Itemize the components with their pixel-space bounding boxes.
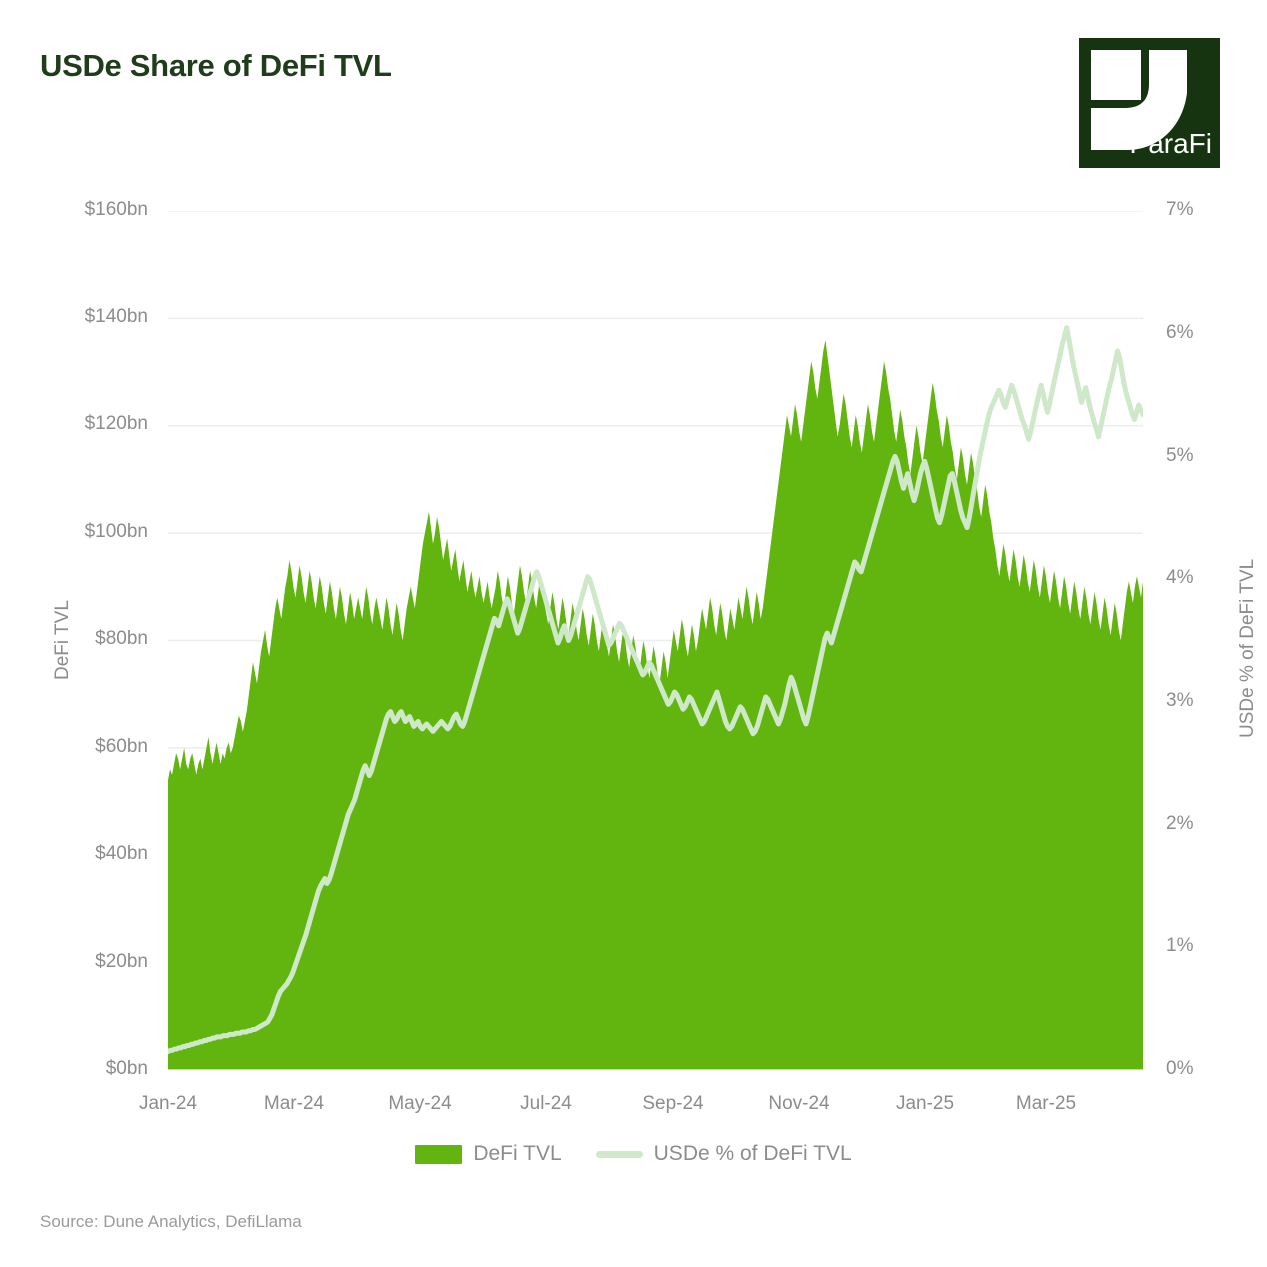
source-note: Source: Dune Analytics, DefiLlama xyxy=(40,1212,302,1231)
x-axis-tick-6: Jan-25 xyxy=(895,1093,955,1114)
x-axis-tick-3: Jul-24 xyxy=(520,1093,572,1114)
y-axis-tick-right-4: 4% xyxy=(1166,567,1194,588)
y-axis-tick-right-5: 5% xyxy=(1166,445,1194,466)
right-axis-title: USDe % of DeFi TVL xyxy=(1237,558,1258,738)
y-axis-tick-right-3: 3% xyxy=(1166,690,1194,711)
y-axis-tick-right-7: 7% xyxy=(1166,199,1194,220)
logo-text: ParaFi xyxy=(1129,128,1212,159)
legend-line-swatch-icon xyxy=(595,1150,643,1158)
y-axis-tick-right-6: 6% xyxy=(1166,322,1194,343)
series-usde-pct-line xyxy=(168,325,1143,1055)
left-axis-title: DeFi TVL xyxy=(52,600,73,680)
y-axis-tick-right-2: 2% xyxy=(1166,813,1194,834)
y-axis-tick-left-0: $0bn xyxy=(105,1058,148,1079)
y-axis-tick-right-0: 0% xyxy=(1166,1058,1194,1079)
x-axis-tick-5: Nov-24 xyxy=(768,1093,830,1114)
legend-item-defi-tvl[interactable]: DeFi TVL xyxy=(415,1142,562,1166)
legend-item-usde-pct[interactable]: USDe % of DeFi TVL xyxy=(595,1142,852,1166)
y-axis-tick-left-2: $40bn xyxy=(95,843,148,864)
y-axis-tick-left-5: $100bn xyxy=(84,521,148,542)
x-axis-tick-7: Mar-25 xyxy=(1015,1093,1077,1114)
legend-area-swatch-icon xyxy=(415,1144,463,1164)
page-title: USDe Share of DeFi TVL xyxy=(40,48,392,83)
y-axis-tick-left-6: $120bn xyxy=(84,413,148,434)
x-axis-tick-4: Sep-24 xyxy=(642,1093,704,1114)
y-axis-tick-left-7: $140bn xyxy=(84,306,148,327)
x-axis-tick-2: May-24 xyxy=(388,1093,452,1114)
logo-swoosh-icon xyxy=(1091,50,1187,150)
y-axis-tick-left-3: $60bn xyxy=(95,736,148,757)
legend-label-usde-pct: USDe % of DeFi TVL xyxy=(653,1142,852,1165)
chart-legend: DeFi TVL USDe % of DeFi TVL xyxy=(0,1142,1267,1166)
parafi-logo: ParaFi xyxy=(1079,38,1220,168)
legend-label-defi-tvl: DeFi TVL xyxy=(473,1142,562,1165)
x-axis-tick-1: Mar-24 xyxy=(263,1093,325,1114)
y-axis-tick-left-8: $160bn xyxy=(84,199,148,220)
y-axis-tick-left-4: $80bn xyxy=(95,628,148,649)
plot-area xyxy=(168,211,1143,1070)
y-axis-tick-right-1: 1% xyxy=(1166,935,1194,956)
chart-canvas xyxy=(168,211,1143,1070)
y-axis-tick-left-1: $20bn xyxy=(95,951,148,972)
series-defi-tvl-area xyxy=(168,339,1143,1070)
x-axis-tick-0: Jan-24 xyxy=(138,1093,198,1114)
